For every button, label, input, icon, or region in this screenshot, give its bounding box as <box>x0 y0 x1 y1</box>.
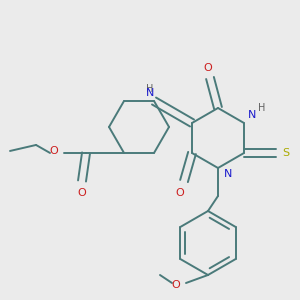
Text: S: S <box>282 148 290 158</box>
Text: H: H <box>146 84 154 94</box>
Text: O: O <box>50 146 58 156</box>
Text: N: N <box>224 169 232 179</box>
Text: N: N <box>248 110 256 120</box>
Text: O: O <box>176 188 184 198</box>
Text: O: O <box>78 188 86 198</box>
Text: O: O <box>172 280 180 290</box>
Text: H: H <box>258 103 266 113</box>
Text: N: N <box>146 88 154 98</box>
Text: O: O <box>204 63 212 73</box>
